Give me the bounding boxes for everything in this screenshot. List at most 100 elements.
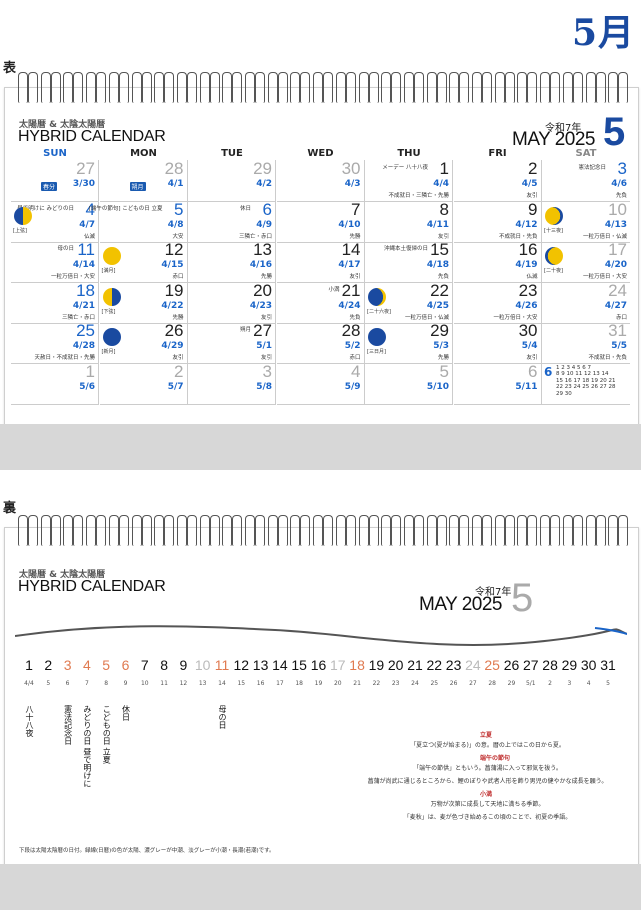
- ring: [449, 72, 460, 103]
- ring: [164, 72, 175, 103]
- day-cell[interactable]: 6 5/11: [453, 362, 542, 405]
- day-cell[interactable]: 28 4/1 朔月: [99, 159, 188, 202]
- day-cell[interactable]: 11 4/14 一粒万倍日・大安 母の日: [11, 241, 99, 283]
- day-cell[interactable]: 5 4/8 大安 [端午の節句] こどもの日 立夏: [89, 200, 188, 243]
- ring: [73, 515, 84, 546]
- day-cell[interactable]: 29 5/3 先勝 [三日月]: [365, 322, 453, 364]
- day-cell[interactable]: 8 4/11 友引: [365, 199, 453, 243]
- lunar-date: 4/6: [611, 179, 627, 189]
- day-cell[interactable]: 4 5/9: [276, 362, 365, 405]
- day-number: 17: [608, 240, 627, 259]
- ring: [323, 72, 334, 103]
- day-cell[interactable]: 28 5/2 赤口: [276, 322, 365, 364]
- ring: [381, 515, 392, 546]
- back-lunar: 3: [567, 680, 572, 687]
- back-date: 10: [194, 657, 211, 673]
- day-cell[interactable]: 26 4/29 友引 [新月]: [99, 322, 188, 364]
- day-cell[interactable]: 21 4/24 先負 小満: [276, 281, 365, 324]
- ring: [413, 72, 424, 103]
- ring: [108, 72, 119, 103]
- lunar-date: 5/10: [426, 381, 449, 392]
- day-cell[interactable]: 18 4/21 三隣亡・赤口: [11, 281, 99, 324]
- day-cell[interactable]: 19 4/22 先勝 [下弦]: [99, 281, 188, 324]
- day-number: 25: [76, 321, 95, 340]
- day-cell[interactable]: 31 5/5 不成就日・先負: [542, 322, 630, 364]
- note-text: 「夏立つ(夏が始まる)」の意。暦の上ではこの日から夏。: [410, 742, 565, 749]
- ring: [403, 72, 414, 103]
- ring: [358, 515, 369, 546]
- ring: [313, 72, 324, 103]
- day-cell[interactable]: 23 4/26 一粒万倍日・大安: [453, 280, 542, 324]
- weekday-sat: SAT: [575, 148, 597, 159]
- rokuyo: 先負: [615, 193, 627, 199]
- ring: [540, 72, 551, 103]
- rokuyo: 一粒万倍日・大安: [582, 274, 627, 280]
- day-cell[interactable]: 15 4/18 先負 沖縄本土復帰の日: [365, 241, 453, 283]
- day-cell[interactable]: 12 4/15 赤口 [満月]: [99, 241, 188, 283]
- day-number: 2: [174, 361, 184, 381]
- day-cell[interactable]: 10 4/13 一粒万倍日・仏滅 [十三夜]: [542, 199, 630, 243]
- day-cell[interactable]: 27 5/1 友引 朔月: [188, 322, 276, 364]
- day-cell[interactable]: 30 5/4 友引: [453, 322, 542, 364]
- ring: [345, 515, 356, 546]
- ring: [413, 515, 424, 546]
- back-date: 24: [465, 657, 481, 673]
- day-number: 8: [439, 199, 449, 219]
- day-cell[interactable]: 16 4/19 仏滅: [453, 241, 542, 283]
- day-cell[interactable]: 29 4/2: [188, 160, 276, 202]
- back-lunar: 15: [237, 680, 246, 687]
- day-number: 23: [518, 280, 538, 300]
- ring: [28, 515, 38, 546]
- day-number: 29: [253, 159, 272, 178]
- day-cell[interactable]: 3 4/6 先負 憲法記念日: [542, 160, 630, 202]
- day-cell[interactable]: 20 4/23 友引: [188, 281, 276, 324]
- rokuyo: 先勝: [260, 274, 272, 280]
- ring: [436, 515, 447, 546]
- day-cell[interactable]: 1 4/4 不成就日・三隣亡・先勝 メーデー 八十八夜: [365, 160, 453, 202]
- day-cell[interactable]: 3 5/8: [188, 362, 276, 405]
- lunar-date: 4/16: [249, 260, 272, 270]
- day-cell[interactable]: 24 4/27 赤口: [542, 281, 630, 324]
- ring: [527, 515, 538, 546]
- day-cell[interactable]: 22 4/25 一粒万倍日・仏滅 [二十六夜]: [365, 281, 453, 324]
- date-grid: 27 3/30 春分 28 4/1 朔月 29 4/2 30 4/3 1 4/4 不成就日・三隣亡・先勝…: [11, 160, 631, 414]
- back-footer-note: 下段は太陽太陰暦の日付。緑線(日暦)の色が太陽、濃グレーが中潮、淡グレーが小潮・…: [19, 848, 275, 854]
- day-cell[interactable]: 9 4/12 不成就日・先負: [453, 200, 542, 243]
- back-date: 16: [310, 657, 327, 673]
- day-cell[interactable]: 27 3/30 春分: [11, 160, 99, 202]
- day-cell[interactable]: 2 5/7: [99, 361, 188, 405]
- day-number: 10: [608, 199, 627, 219]
- day-cell[interactable]: 6 4/9 三隣亡・赤口 休日: [188, 200, 276, 243]
- moon-phase-label: [三日月]: [367, 349, 386, 355]
- back-date: 17: [330, 657, 346, 673]
- day-cell[interactable]: 4 4/7 仏滅 昼で明けに みどりの日 [上弦]: [11, 199, 99, 243]
- day-number: 28: [164, 159, 184, 178]
- weekday-wed: WED: [307, 148, 334, 159]
- day-number: 4: [85, 199, 95, 219]
- rokuyo: 一粒万倍日・大安: [50, 274, 95, 280]
- rokuyo: 友引: [260, 355, 272, 361]
- back-lunar: 7: [84, 680, 89, 687]
- ring: [482, 515, 492, 546]
- ring: [118, 72, 129, 103]
- day-cell[interactable]: 7 4/10 先勝: [276, 200, 365, 243]
- day-cell[interactable]: 2 4/5 友引: [453, 160, 542, 202]
- moon-phase-label: [十三夜]: [544, 227, 563, 234]
- day-cell[interactable]: 17 4/20 一粒万倍日・大安 [二十夜]: [542, 241, 630, 283]
- day-cell[interactable]: 13 4/16 先勝: [188, 241, 276, 283]
- day-cell[interactable]: 25 4/28 天赦日・不成就日・先勝: [11, 322, 99, 364]
- front-label: 表: [3, 61, 17, 76]
- back-lunar: 22: [372, 680, 381, 687]
- day-cell[interactable]: 14 4/17 友引: [276, 241, 365, 283]
- ring: [186, 515, 197, 546]
- back-lunar: 5: [46, 680, 51, 687]
- lunar-date: 4/20: [604, 260, 627, 270]
- ring: [255, 515, 265, 546]
- day-cell[interactable]: 30 4/3: [276, 160, 365, 202]
- day-cell[interactable]: 1 5/6: [11, 362, 99, 405]
- calendar-subtitle: 太陽暦 & 太陰太陽暦: [19, 120, 106, 130]
- day-cell[interactable]: 5 5/10: [365, 362, 453, 405]
- ring: [255, 72, 265, 103]
- back-lunar: 9: [123, 680, 128, 687]
